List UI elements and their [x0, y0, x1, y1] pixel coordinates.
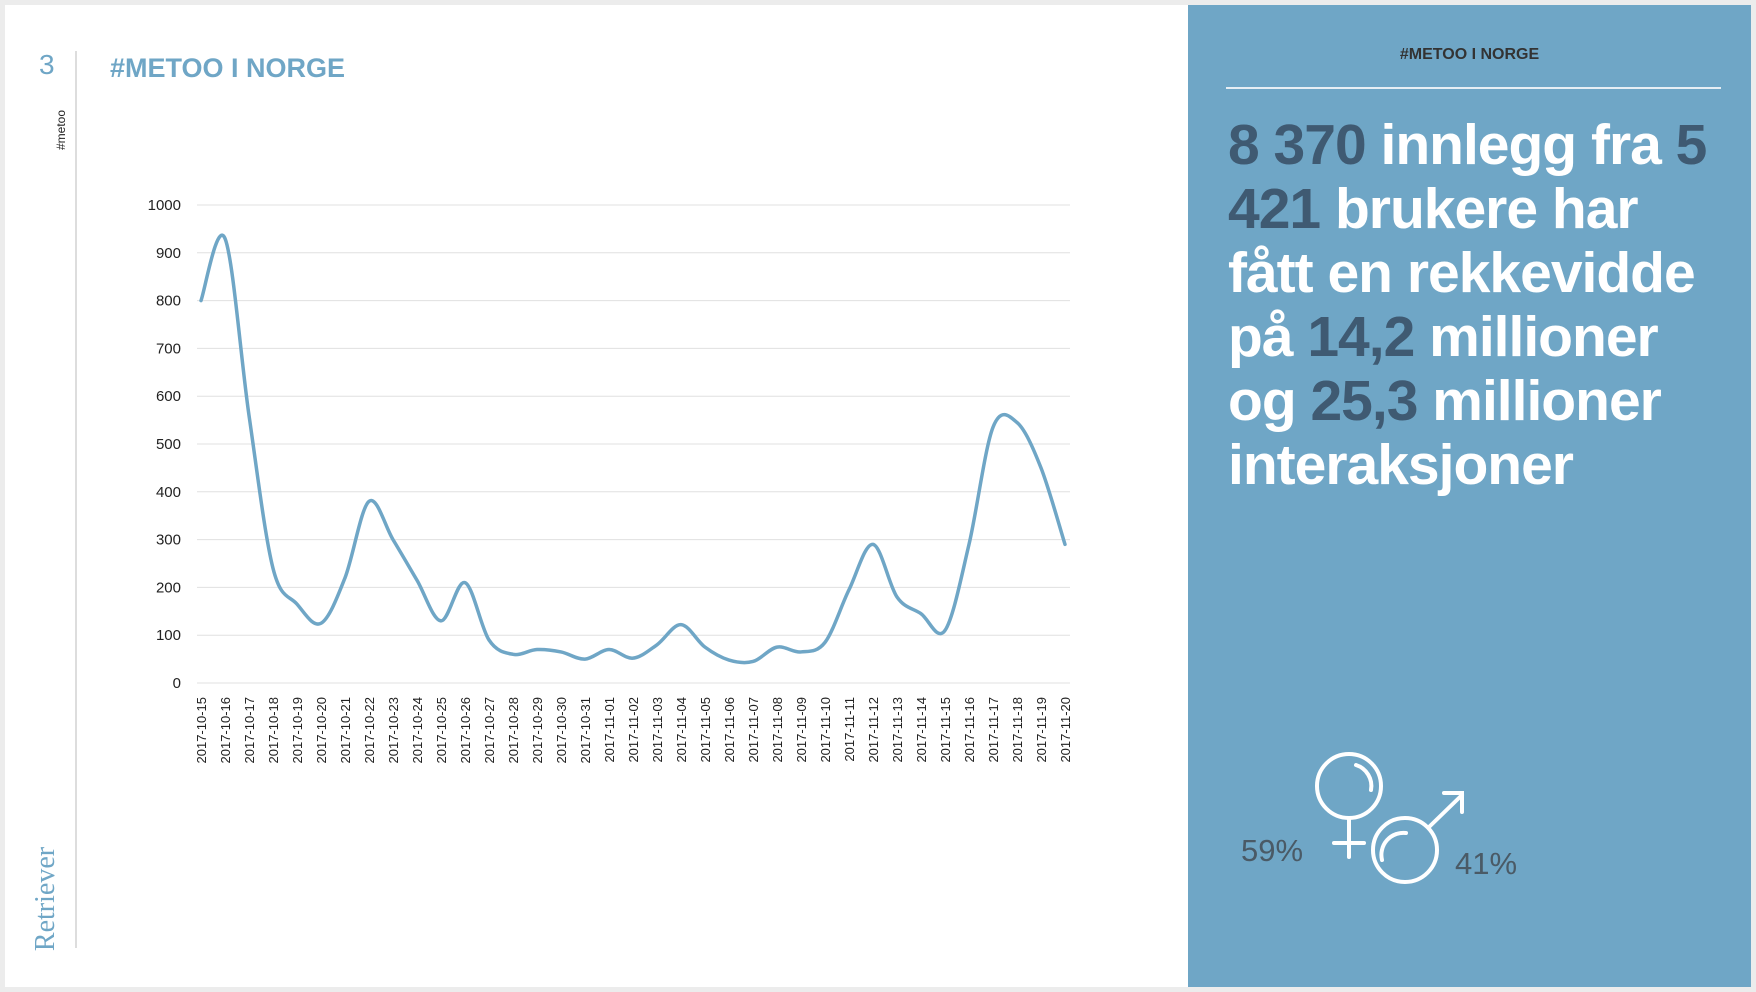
gender-icons [1315, 752, 1464, 884]
x-tick-label: 2017-11-08 [770, 697, 785, 763]
highlight-number: 8 370 [1228, 113, 1367, 177]
highlight-number: 25,3 [1310, 369, 1418, 433]
x-tick-label: 2017-10-15 [194, 697, 209, 764]
x-tick-label: 2017-10-19 [290, 697, 305, 764]
x-tick-label: 2017-11-01 [602, 697, 617, 763]
x-tick-label: 2017-10-30 [554, 697, 569, 764]
statement-text: millioner og [1228, 305, 1659, 433]
highlight-number: 5 421 [1228, 113, 1707, 241]
slide: 3 #metoo Retriever #METOO I NORGE 0 100 20… [5, 5, 1751, 987]
x-tick-label: 2017-11-19 [1034, 697, 1049, 763]
page-number: 3 [39, 49, 55, 80]
line-chart: 0 100 200 300 400 500 600 700 800 900 1000 2017-10-… [148, 197, 1073, 764]
x-tick-label: 2017-11-13 [890, 697, 905, 763]
male-icon [1371, 791, 1464, 884]
y-tick-label: 500 [156, 436, 181, 453]
y-tick-label: 200 [156, 579, 181, 596]
y-tick-label: 600 [156, 388, 181, 405]
x-tick-label: 2017-10-22 [362, 697, 377, 764]
x-tick-label: 2017-10-16 [218, 697, 233, 764]
x-tick-label: 2017-10-17 [242, 697, 257, 764]
statement-text: innlegg fra [1365, 113, 1676, 177]
x-tick-label: 2017-10-27 [482, 697, 497, 764]
x-tick-label: 2017-11-16 [962, 697, 977, 763]
x-tick-label: 2017-10-29 [530, 697, 545, 764]
statement-text: brukere har fått en rekkevidde på [1228, 177, 1696, 369]
highlight-number: 14,2 [1307, 305, 1415, 369]
y-tick-label: 800 [156, 293, 181, 310]
x-tick-label: 2017-11-09 [794, 697, 809, 763]
y-tick-label: 300 [156, 532, 181, 549]
x-tick-label: 2017-10-25 [434, 697, 449, 764]
summary-statement: 8 370 innlegg fra 5 421 brukere har fått… [1228, 113, 1728, 497]
x-tick-label: 2017-10-23 [386, 697, 401, 764]
x-tick-label: 2017-11-11 [842, 697, 857, 762]
summary-panel: #METOO I NORGE 8 370 innlegg fra 5 421 b… [1188, 5, 1751, 987]
x-tick-label: 2017-11-10 [818, 697, 833, 763]
x-tick-label: 2017-10-31 [578, 697, 593, 764]
male-percentage: 41% [1455, 846, 1518, 881]
female-percentage: 59% [1241, 833, 1304, 868]
y-tick-label: 0 [173, 675, 181, 692]
series-line [199, 233, 1067, 665]
x-tick-label: 2017-11-17 [986, 697, 1001, 763]
x-tick-label: 2017-10-28 [506, 697, 521, 764]
page-title: #METOO I NORGE [110, 53, 346, 83]
x-tick-label: 2017-11-15 [938, 697, 953, 763]
x-tick-label: 2017-11-03 [650, 697, 665, 763]
x-tick-label: 2017-10-21 [338, 697, 353, 764]
x-tick-label: 2017-10-20 [314, 697, 329, 764]
x-tick-label: 2017-11-07 [746, 697, 761, 763]
x-tick-label: 2017-11-06 [722, 697, 737, 763]
x-tick-label: 2017-10-24 [410, 697, 425, 764]
retriever-logo: Retriever [30, 846, 61, 952]
x-tick-label: 2017-11-04 [674, 697, 689, 763]
female-icon [1315, 752, 1383, 859]
x-tick-label: 2017-11-05 [698, 697, 713, 763]
panel-header: #METOO I NORGE [1399, 46, 1540, 63]
y-tick-label: 900 [156, 245, 181, 262]
x-tick-label: 2017-11-18 [1010, 697, 1025, 763]
y-tick-label: 700 [156, 340, 181, 357]
x-tick-label: 2017-11-14 [914, 697, 929, 763]
divider [75, 51, 77, 948]
y-tick-label: 100 [156, 627, 181, 644]
panel-divider [1226, 87, 1721, 89]
x-tick-label: 2017-11-02 [626, 697, 641, 763]
y-tick-label: 1000 [148, 197, 181, 214]
x-tick-label: 2017-11-12 [866, 697, 881, 763]
statement-text: millioner interaksjoner [1228, 369, 1662, 497]
y-tick-label: 400 [156, 484, 181, 501]
x-tick-label: 2017-10-18 [266, 697, 281, 764]
x-tick-label: 2017-10-26 [458, 697, 473, 764]
x-tick-label: 2017-11-20 [1058, 697, 1073, 763]
